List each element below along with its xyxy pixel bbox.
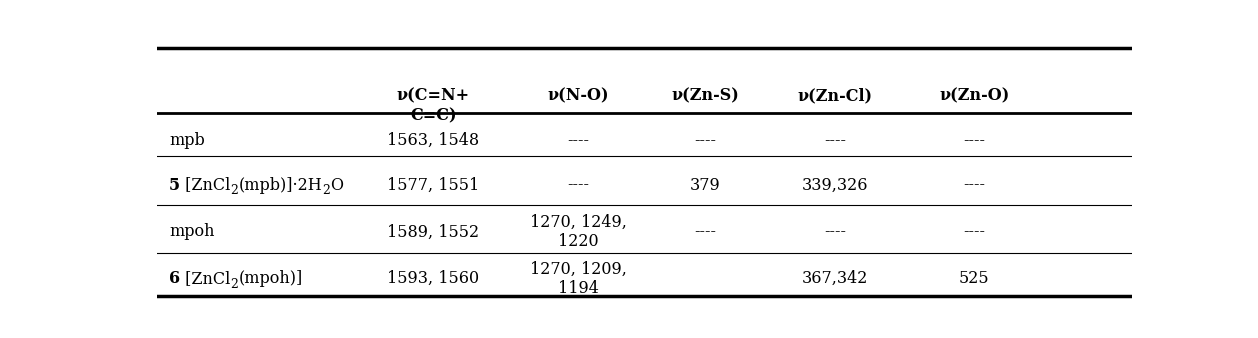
Text: ----: ----: [824, 132, 845, 149]
Text: ν(Zn-O): ν(Zn-O): [940, 88, 1009, 104]
Text: 2: 2: [230, 184, 238, 197]
Text: 2: 2: [230, 278, 238, 291]
Text: ν(C=N+
C=C): ν(C=N+ C=C): [396, 88, 469, 124]
Text: ----: ----: [567, 176, 590, 193]
Text: ----: ----: [824, 223, 845, 240]
Text: 1270, 1249,
1220: 1270, 1249, 1220: [530, 214, 626, 250]
Text: 5: 5: [169, 176, 180, 193]
Text: ν(Zn-Cl): ν(Zn-Cl): [798, 88, 872, 104]
Text: ν(Zn-S): ν(Zn-S): [672, 88, 738, 104]
Text: O: O: [330, 176, 343, 193]
Text: 367,342: 367,342: [801, 270, 868, 287]
Text: ν(N-O): ν(N-O): [547, 88, 609, 104]
Text: 1593, 1560: 1593, 1560: [387, 270, 479, 287]
Text: 6: 6: [169, 270, 180, 287]
Text: (mpoh)]: (mpoh)]: [238, 270, 303, 287]
Text: ----: ----: [964, 132, 985, 149]
Text: 1270, 1209,
1194: 1270, 1209, 1194: [530, 260, 626, 297]
Text: 1577, 1551: 1577, 1551: [387, 176, 479, 193]
Text: (mpb)]·2H: (mpb)]·2H: [238, 176, 322, 193]
Text: mpb: mpb: [169, 132, 205, 149]
Text: mpoh: mpoh: [169, 223, 214, 240]
Text: 339,326: 339,326: [801, 176, 868, 193]
Text: 379: 379: [689, 176, 721, 193]
Text: 2: 2: [322, 184, 330, 197]
Text: 1563, 1548: 1563, 1548: [387, 132, 479, 149]
Text: [ZnCl: [ZnCl: [180, 270, 230, 287]
Text: ----: ----: [694, 132, 716, 149]
Text: ----: ----: [567, 132, 590, 149]
Text: 525: 525: [959, 270, 990, 287]
Text: ----: ----: [964, 223, 985, 240]
Text: 1589, 1552: 1589, 1552: [387, 223, 479, 240]
Text: [ZnCl: [ZnCl: [180, 176, 230, 193]
Text: ----: ----: [694, 223, 716, 240]
Text: ----: ----: [964, 176, 985, 193]
